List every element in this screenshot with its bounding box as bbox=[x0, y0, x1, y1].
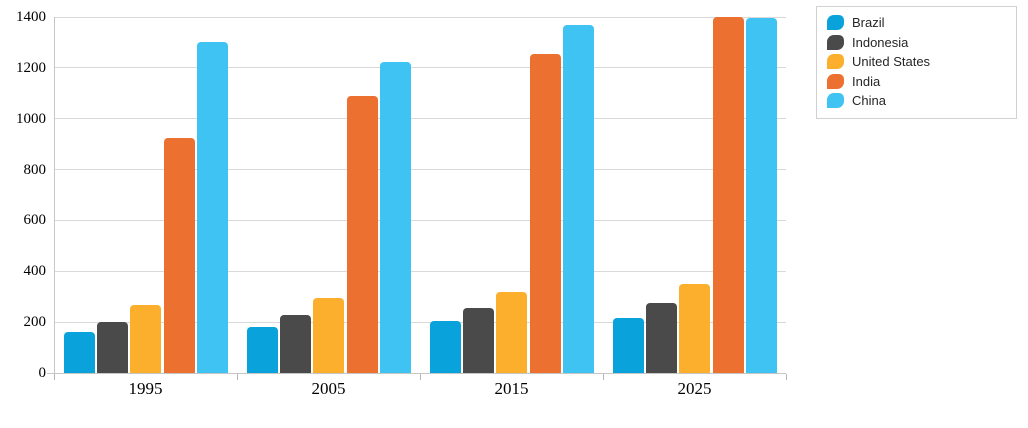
bar-china-2025[interactable] bbox=[745, 17, 777, 373]
bar-india-1995[interactable] bbox=[163, 137, 195, 373]
legend-marker-china bbox=[827, 93, 844, 109]
y-axis-line bbox=[54, 17, 55, 373]
legend-label-united-states: United States bbox=[852, 54, 931, 70]
y-axis-label: 600 bbox=[23, 212, 47, 229]
bar-indonesia-2025[interactable] bbox=[646, 302, 678, 373]
gridline-1000 bbox=[54, 118, 786, 120]
legend-item-brazil[interactable]: Brazil bbox=[817, 13, 1016, 33]
legend-marker-india bbox=[827, 73, 844, 89]
x-axis-label-1995: 1995 bbox=[128, 379, 163, 398]
bar-india-2025[interactable] bbox=[712, 17, 744, 373]
gridline-600 bbox=[54, 219, 786, 221]
legend-item-china[interactable]: China bbox=[817, 91, 1016, 111]
bar-brazil-1995[interactable] bbox=[64, 331, 95, 373]
legend-marker-united-states bbox=[827, 54, 844, 70]
legend-marker-brazil bbox=[827, 15, 844, 31]
x-axis-label-2025: 2025 bbox=[677, 379, 712, 398]
bar-india-2015[interactable] bbox=[529, 53, 561, 373]
bar-indonesia-1995[interactable] bbox=[97, 322, 129, 373]
bar-indonesia-2005[interactable] bbox=[280, 315, 312, 373]
x-axis-tick bbox=[785, 374, 787, 380]
legend-label-brazil: Brazil bbox=[852, 15, 885, 31]
x-axis-line bbox=[47, 373, 786, 374]
bar-brazil-2015[interactable] bbox=[430, 321, 461, 373]
y-axis-label: 1200 bbox=[16, 59, 46, 76]
legend-marker-indonesia bbox=[827, 34, 844, 50]
bar-china-1995[interactable] bbox=[196, 42, 228, 373]
gridline-400 bbox=[54, 270, 786, 272]
bar-china-2005[interactable] bbox=[379, 62, 411, 373]
y-axis-label: 1400 bbox=[16, 9, 46, 25]
y-axis-label: 0 bbox=[38, 365, 47, 381]
bar-brazil-2025[interactable] bbox=[613, 318, 644, 373]
legend-item-indonesia[interactable]: Indonesia bbox=[817, 33, 1016, 53]
x-axis-tick bbox=[236, 374, 238, 380]
chart-legend: Brazil Indonesia United States India China bbox=[816, 6, 1017, 119]
y-axis-label: 400 bbox=[23, 263, 47, 280]
legend-label-india: India bbox=[852, 73, 881, 89]
x-axis-tick bbox=[53, 374, 55, 380]
y-axis-label: 1000 bbox=[16, 110, 46, 127]
legend-label-china: China bbox=[852, 93, 886, 109]
gridline-800 bbox=[54, 169, 786, 171]
legend-label-indonesia: Indonesia bbox=[852, 34, 909, 50]
x-axis-tick bbox=[602, 374, 604, 380]
gridline-200 bbox=[54, 321, 786, 323]
legend-item-united-states[interactable]: United States bbox=[817, 52, 1016, 72]
x-axis-label-2015: 2015 bbox=[494, 379, 529, 398]
gridline-1400 bbox=[54, 16, 786, 18]
gridline-1200 bbox=[54, 67, 786, 69]
bar-indonesia-2015[interactable] bbox=[463, 308, 495, 373]
bar-india-2005[interactable] bbox=[346, 95, 378, 373]
bar-brazil-2005[interactable] bbox=[247, 326, 278, 373]
bar-china-2015[interactable] bbox=[562, 25, 594, 373]
bar-united-states-2005[interactable] bbox=[313, 297, 345, 373]
bar-united-states-1995[interactable] bbox=[130, 305, 162, 373]
y-axis-label: 800 bbox=[23, 161, 47, 178]
x-axis-label-2005: 2005 bbox=[311, 379, 346, 398]
bar-united-states-2025[interactable] bbox=[679, 284, 711, 373]
legend-item-india[interactable]: India bbox=[817, 72, 1016, 92]
y-axis-label: 200 bbox=[23, 314, 47, 331]
bar-united-states-2015[interactable] bbox=[496, 291, 528, 373]
x-axis-tick bbox=[419, 374, 421, 380]
